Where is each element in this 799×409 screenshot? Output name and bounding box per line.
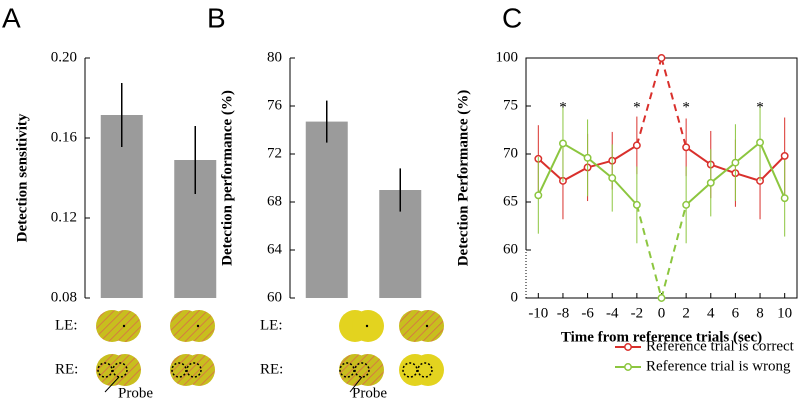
y-tick-label: 0.08 (51, 289, 77, 305)
line-segment (587, 159, 613, 169)
y-tick-label: 0 (511, 289, 519, 305)
y-tick-label: 0.12 (51, 209, 77, 225)
significance: * (756, 99, 764, 115)
panel-label: A (2, 2, 21, 33)
point (608, 174, 617, 182)
panel-label: C (502, 2, 522, 33)
y-tick-label: 100 (496, 49, 519, 65)
point (583, 153, 592, 162)
annotation: LE: (55, 317, 78, 333)
line-segment (562, 142, 589, 159)
line-segment (611, 144, 638, 162)
line-segment (685, 146, 712, 166)
x-tick-label: 2 (682, 305, 690, 321)
annotation: RE: (260, 361, 283, 377)
significance: * (633, 99, 641, 115)
y-tick-label: 76 (267, 97, 283, 113)
line-segment (562, 166, 589, 182)
line-segment (734, 141, 761, 164)
point (682, 143, 691, 152)
y-tick-label: 80 (267, 49, 282, 65)
point (756, 138, 764, 147)
y-tick-label: 68 (267, 193, 282, 209)
y-tick-label: 0.20 (51, 49, 77, 65)
point (706, 178, 715, 187)
y-tick-label: 72 (267, 145, 282, 161)
panel-label: B (207, 2, 226, 33)
y-axis-label: Detection Performance (%) (455, 90, 471, 267)
x-tick-label: -6 (581, 305, 594, 321)
y-tick-label: 0.16 (51, 129, 78, 145)
line-segment (685, 182, 712, 206)
x-tick-label: -8 (557, 305, 570, 321)
stimulus-a (96, 310, 215, 393)
x-tick-label: 4 (707, 305, 715, 321)
line-segment (759, 142, 786, 199)
y-axis-label: Detection performance (%) (219, 90, 235, 266)
line-segment (710, 163, 736, 175)
y-tick-label: 70 (503, 145, 518, 161)
annotation: Probe (118, 385, 153, 401)
xlab: Time from reference trials (sec) (561, 329, 762, 345)
point (682, 200, 691, 209)
legend-marker (624, 363, 632, 371)
line-segment (660, 204, 688, 299)
y-axis-label: Detection sensitivity (14, 113, 30, 242)
line-segment (611, 177, 638, 206)
y-tick-label: 75 (503, 97, 518, 113)
x-tick-label: 10 (777, 305, 792, 321)
point (657, 54, 666, 62)
line-segment (735, 172, 761, 182)
point (780, 151, 789, 160)
significance: * (682, 99, 690, 115)
point (559, 139, 567, 148)
annotation: LE: (260, 317, 283, 333)
legend-marker (624, 343, 632, 351)
point (632, 141, 641, 150)
point (780, 194, 789, 203)
x-tick-label: 8 (756, 305, 764, 321)
y-tick-label: 64 (267, 241, 283, 257)
line-segment (635, 204, 663, 299)
x-tick-label: 0 (658, 305, 666, 321)
point (657, 294, 666, 302)
point (632, 200, 641, 209)
line-segment (537, 143, 564, 196)
line-segment (710, 161, 737, 184)
y-tick-label: 60 (267, 289, 282, 305)
legend-label: Reference trial is correct (646, 338, 795, 354)
y-tick-label: 60 (503, 241, 518, 257)
line-segment (635, 57, 663, 146)
significance: * (559, 99, 567, 115)
annotation: Probe (352, 385, 387, 401)
line-segment (660, 57, 688, 148)
annotation: RE: (55, 361, 78, 377)
legend-label: Reference trial is wrong (646, 358, 791, 374)
x-tick-label: -2 (631, 305, 644, 321)
line-segment (586, 157, 613, 179)
y-tick-label: 65 (503, 193, 518, 209)
x-tick-label: -4 (606, 305, 619, 321)
stimulus-b (339, 310, 444, 393)
bar (305, 121, 348, 298)
point (731, 158, 740, 167)
point (534, 191, 543, 200)
x-tick-label: -10 (528, 305, 548, 321)
x-tick-label: 6 (732, 305, 740, 321)
